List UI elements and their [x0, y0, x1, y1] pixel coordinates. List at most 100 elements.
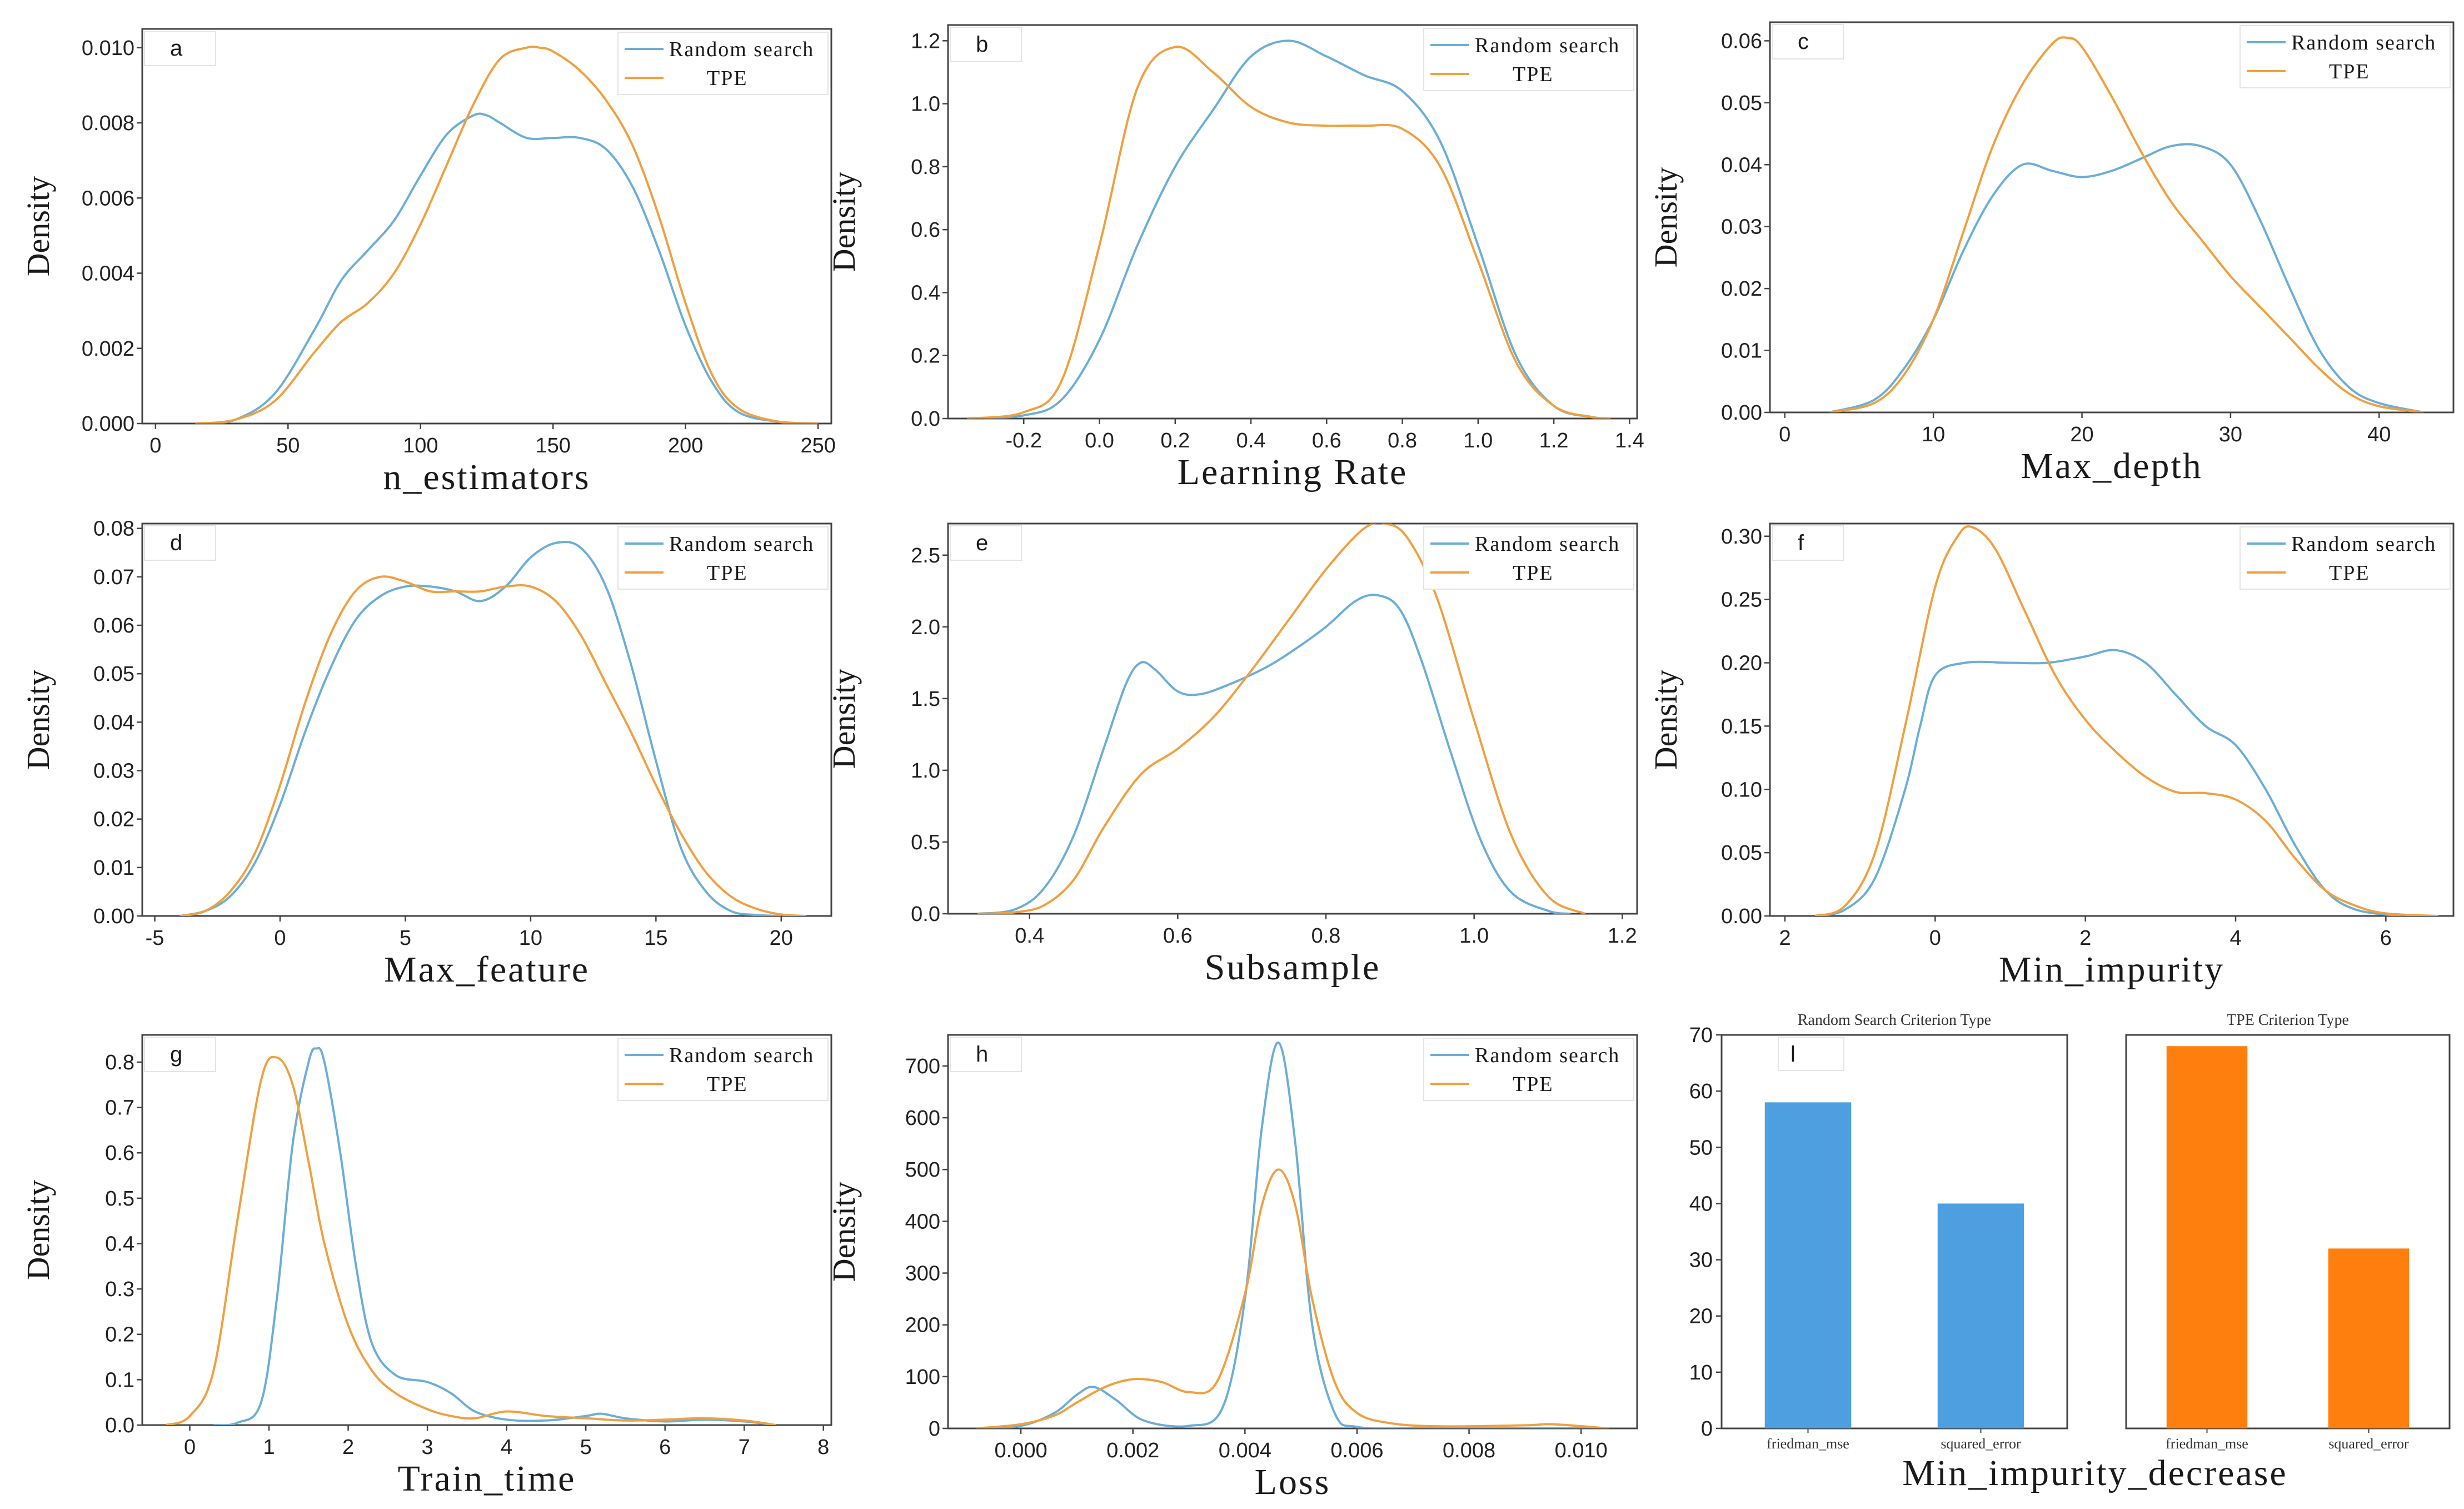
tpe-curve	[179, 575, 807, 916]
x-tick-label: 1.0	[1463, 429, 1493, 452]
x-tick-label: 4	[2229, 927, 2241, 950]
series-group	[179, 540, 807, 916]
x-tick-label: 15	[644, 927, 667, 950]
y-tick-label: 0.03	[93, 760, 134, 783]
x-tick-label: squared_error	[1941, 1436, 2021, 1452]
y-axis-label: Density	[20, 176, 56, 276]
y-tick-label: 2.5	[911, 544, 940, 567]
y-tick-label: 0.5	[911, 831, 940, 854]
panel-letter: b	[976, 32, 988, 57]
y-tick-label: 1.2	[911, 29, 940, 53]
tpe-curve	[166, 1055, 776, 1425]
x-tick-label: 250	[800, 434, 835, 457]
x-tick-label: 0	[274, 927, 286, 950]
bar-squared-error	[2328, 1248, 2410, 1428]
panel-letter-box: a	[144, 31, 216, 66]
x-tick-label: 2	[2079, 927, 2091, 950]
panel-letter: l	[1790, 1042, 1795, 1067]
x-tick-label: 0.8	[1311, 924, 1341, 948]
legend-random-label: Random search	[2291, 532, 2436, 556]
plot-frame	[141, 1034, 832, 1426]
tpe-curve	[977, 524, 1586, 914]
chart-panel-h: 0.000 0.002 0.004 0.006 0.008 0.010 0 100 200 300…	[826, 1034, 1638, 1502]
y-tick-label: 0.15	[1721, 715, 1762, 738]
x-tick-label: 0.8	[1388, 429, 1417, 452]
y-tick-label: 0	[1701, 1417, 1713, 1441]
series-group	[1829, 36, 2424, 412]
x-tick-label: 0	[1779, 423, 1790, 446]
y-tick-label: 2.0	[911, 616, 940, 639]
y-tick-label: 1.0	[911, 93, 940, 116]
random-search-curve	[977, 594, 1571, 914]
random-search-curve	[179, 540, 781, 916]
y-tick-label: 0.002	[82, 337, 134, 361]
chart-panel-g: 0 1 2 3 4 5 6 7 8 0.0 0.1 0.2 0.3 0.4 0.5 0.6 0.7 0.8 g Ran…	[20, 1034, 832, 1499]
panel-letter: c	[1798, 29, 1809, 54]
legend-tpe-label: TPE	[1513, 561, 1554, 585]
y-tick-label: 0.00	[93, 905, 134, 928]
chart-panel-d: -5 0 5 10 15 20 0.00 0.01 0.02 0.03 0.04 0.05 0.06 0.…	[20, 517, 832, 990]
y-tick-label: 200	[905, 1314, 940, 1337]
y-tick-label: 0.06	[93, 614, 134, 638]
y-tick-label: 0.02	[1721, 277, 1762, 301]
y-axis-label: Density	[1648, 670, 1684, 770]
panel-letter: g	[170, 1042, 182, 1067]
y-tick-label: 70	[1689, 1024, 1713, 1047]
y-tick-label: 50	[1689, 1136, 1713, 1159]
y-tick-label: 0.3	[105, 1278, 134, 1301]
x-tick-label: 8	[817, 1436, 829, 1459]
series-group	[976, 1042, 1609, 1428]
x-axis-label: n_estimators	[383, 457, 590, 497]
tpe-curve	[966, 46, 1611, 419]
y-tick-label: 500	[905, 1158, 940, 1182]
y-tick-label: 0.30	[1721, 525, 1762, 549]
y-tick-label: 0.25	[1721, 589, 1762, 612]
plot-frame	[141, 522, 832, 917]
x-tick-label: 0	[149, 434, 161, 457]
x-tick-label: 20	[770, 927, 793, 950]
x-tick-label: 3	[422, 1436, 433, 1459]
x-tick-label: 100	[403, 434, 438, 457]
x-tick-label: 0.006	[1330, 1439, 1383, 1462]
legend: Random search TPE	[617, 1038, 829, 1101]
x-axis-label: Subsample	[1205, 947, 1381, 988]
x-tick-label: 0.2	[1160, 429, 1190, 452]
y-tick-label: 0.20	[1721, 652, 1762, 675]
y-tick-label: 1.0	[911, 759, 940, 783]
legend-box	[1423, 1038, 1634, 1101]
tpe-curve	[1829, 36, 2424, 412]
x-tick-label: 2	[1779, 927, 1790, 950]
legend: Random search TPE	[2239, 25, 2451, 88]
y-tick-label: 100	[905, 1366, 940, 1389]
y-tick-label: 0.4	[105, 1232, 134, 1256]
random-search-curve	[976, 1042, 1609, 1428]
series-group	[195, 46, 819, 424]
y-tick-label: 0.4	[911, 281, 940, 305]
tpe-curve	[1814, 525, 2439, 916]
panel-letter: e	[976, 531, 988, 555]
x-tick-label: 0	[184, 1436, 196, 1459]
x-axis-label: Learning Rate	[1178, 452, 1408, 492]
x-tick-label: 0.000	[995, 1439, 1048, 1462]
plot-frame	[947, 24, 1638, 420]
y-tick-label: 0.05	[1721, 92, 1762, 115]
x-tick-label: 40	[2367, 423, 2391, 446]
y-tick-label: 20	[1689, 1305, 1713, 1328]
y-tick-label: 0.010	[82, 37, 134, 60]
y-tick-label: 0.0	[911, 407, 940, 431]
x-tick-label: 6	[659, 1436, 671, 1459]
legend-tpe-label: TPE	[2329, 561, 2370, 585]
x-tick-label: 6	[2380, 927, 2392, 950]
x-tick-label: 150	[536, 434, 571, 457]
bar-subplot-tpe: TPE Criterion Type friedman_mse squared_er…	[2125, 1012, 2451, 1452]
chart-panel-c: 0 10 20 30 40 0.00 0.01 0.02 0.03 0.04 0.05 0.06 c Ra…	[1648, 21, 2455, 486]
panel-letter-box: g	[144, 1037, 216, 1072]
random-search-curve	[966, 39, 1611, 419]
y-tick-label: 0.02	[93, 808, 134, 831]
y-tick-label: 400	[905, 1210, 940, 1233]
x-tick-label: 0.4	[1236, 429, 1266, 452]
x-tick-label: 7	[739, 1436, 750, 1459]
y-tick-label: 0.8	[105, 1051, 134, 1074]
y-axis-label: Density	[826, 669, 862, 769]
y-tick-label: 0.00	[1721, 401, 1762, 425]
